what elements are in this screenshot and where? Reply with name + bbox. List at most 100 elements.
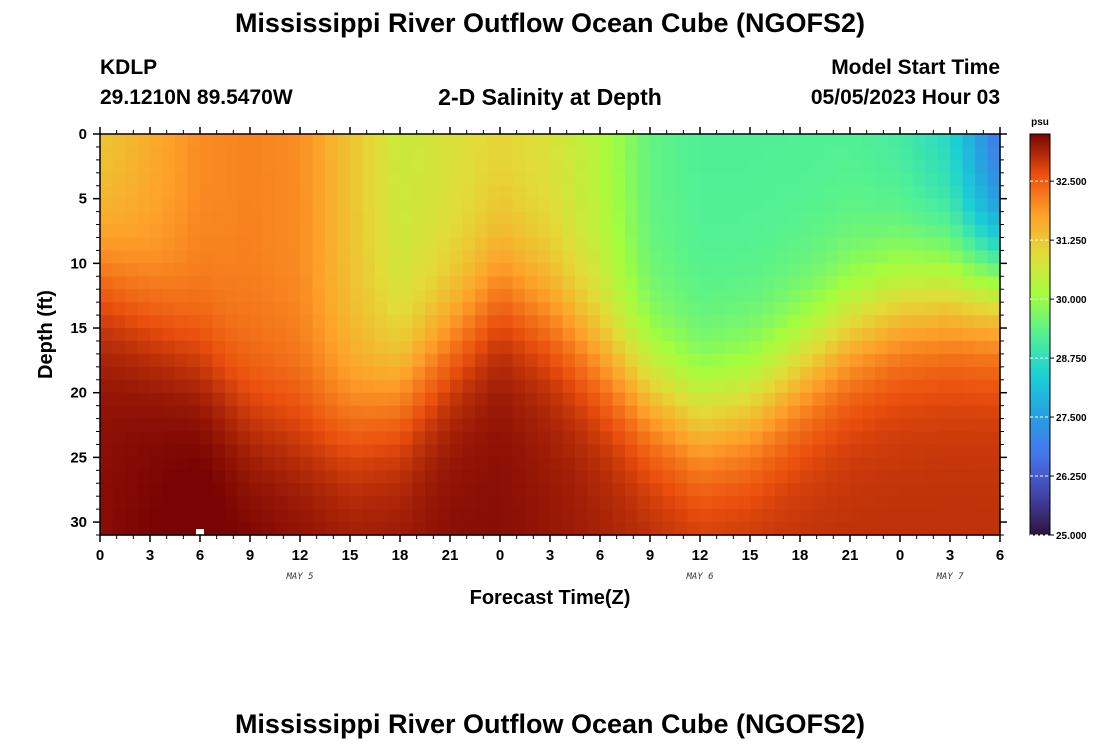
heatmap-cell bbox=[600, 211, 614, 226]
heatmap-cell bbox=[100, 379, 114, 394]
heatmap-cell bbox=[587, 522, 601, 536]
heatmap-cell bbox=[587, 509, 601, 523]
heatmap-cell bbox=[475, 237, 489, 252]
heatmap-cell bbox=[775, 224, 789, 239]
heatmap-cell bbox=[600, 224, 614, 239]
heatmap-cell bbox=[237, 172, 251, 187]
heatmap-cell bbox=[812, 276, 826, 290]
heatmap-cell bbox=[487, 185, 501, 200]
heatmap-cell bbox=[762, 250, 776, 264]
heatmap-cell bbox=[825, 366, 839, 381]
heatmap-cell bbox=[275, 146, 289, 161]
heatmap-cell bbox=[937, 172, 951, 187]
heatmap-cell bbox=[137, 457, 151, 471]
heatmap-cell bbox=[562, 366, 576, 381]
heatmap-cell bbox=[887, 496, 901, 510]
heatmap-cell bbox=[687, 250, 701, 264]
heatmap-cell bbox=[575, 496, 589, 510]
heatmap-cell bbox=[762, 198, 776, 213]
heatmap-cell bbox=[687, 159, 701, 174]
heatmap-cell bbox=[775, 522, 789, 536]
heatmap-cell bbox=[812, 496, 826, 510]
heatmap-cell bbox=[425, 444, 439, 458]
heatmap-cell bbox=[837, 250, 851, 264]
heatmap-cell bbox=[562, 353, 576, 368]
heatmap-cell bbox=[862, 496, 876, 510]
heatmap-cell bbox=[662, 172, 676, 187]
heatmap-cell bbox=[287, 392, 301, 407]
heatmap-cell bbox=[475, 328, 489, 342]
heatmap-cell bbox=[950, 509, 964, 523]
heatmap-cell bbox=[162, 470, 176, 484]
heatmap-cell bbox=[662, 379, 676, 394]
heatmap-cell bbox=[825, 509, 839, 523]
heatmap-cell bbox=[500, 134, 514, 148]
heatmap-cell bbox=[375, 431, 389, 446]
heatmap-cell bbox=[800, 198, 814, 213]
heatmap-cell bbox=[475, 211, 489, 226]
heatmap-cell bbox=[300, 392, 314, 407]
heatmap-cell bbox=[662, 431, 676, 446]
heatmap-cell bbox=[737, 418, 751, 433]
heatmap-cell bbox=[600, 198, 614, 213]
heatmap-cell bbox=[812, 134, 826, 148]
heatmap-cell bbox=[562, 211, 576, 226]
heatmap-cell bbox=[287, 224, 301, 239]
heatmap-cell bbox=[350, 224, 364, 239]
heatmap-cell bbox=[900, 483, 914, 497]
heatmap-cell bbox=[850, 379, 864, 394]
heatmap-cell bbox=[725, 159, 739, 174]
heatmap-cell bbox=[525, 237, 539, 252]
heatmap-cell bbox=[812, 185, 826, 200]
heatmap-cell bbox=[337, 289, 351, 303]
heatmap-cell bbox=[687, 496, 701, 510]
heatmap-cell bbox=[900, 263, 914, 277]
heatmap-cell bbox=[212, 496, 226, 510]
heatmap-cell bbox=[712, 379, 726, 394]
heatmap-cell bbox=[450, 185, 464, 200]
colorbar-tick-label: 26.250 bbox=[1056, 472, 1087, 483]
heatmap-cell bbox=[537, 172, 551, 187]
heatmap-cell bbox=[562, 315, 576, 329]
heatmap-cell bbox=[837, 496, 851, 510]
heatmap-cell bbox=[925, 263, 939, 277]
heatmap-cell bbox=[537, 444, 551, 458]
heatmap-cell bbox=[950, 134, 964, 148]
heatmap-cell bbox=[325, 522, 339, 536]
heatmap-cell bbox=[787, 392, 801, 407]
heatmap-cell bbox=[662, 211, 676, 226]
heatmap-cell bbox=[950, 353, 964, 368]
heatmap-cell bbox=[450, 276, 464, 290]
heatmap-cell bbox=[262, 457, 276, 471]
heatmap-cell bbox=[412, 276, 426, 290]
heatmap-cell bbox=[875, 134, 889, 148]
heatmap-cell bbox=[712, 328, 726, 342]
heatmap-cell bbox=[550, 366, 564, 381]
heatmap-cell bbox=[362, 276, 376, 290]
heatmap-cell bbox=[987, 134, 1001, 148]
x-tick-label: 0 bbox=[896, 547, 904, 564]
model-start-label: Model Start Time bbox=[831, 56, 1000, 79]
heatmap-cell bbox=[725, 392, 739, 407]
heatmap-cell bbox=[937, 134, 951, 148]
x-tick-label: 0 bbox=[96, 547, 104, 564]
heatmap-cell bbox=[200, 263, 214, 277]
heatmap-cell bbox=[750, 263, 764, 277]
heatmap-cell bbox=[187, 211, 201, 226]
heatmap-cell bbox=[575, 444, 589, 458]
heatmap-cell bbox=[537, 366, 551, 381]
heatmap-cell bbox=[437, 470, 451, 484]
heatmap-cell bbox=[137, 172, 151, 187]
heatmap-cell bbox=[187, 379, 201, 394]
heatmap-cell bbox=[262, 366, 276, 381]
heatmap-cell bbox=[275, 211, 289, 226]
heatmap-cell bbox=[587, 457, 601, 471]
heatmap-cell bbox=[987, 340, 1001, 355]
heatmap-cell bbox=[337, 379, 351, 394]
heatmap-cell bbox=[637, 302, 651, 316]
heatmap-cell bbox=[662, 444, 676, 458]
heatmap-cell bbox=[562, 250, 576, 264]
heatmap-cell bbox=[637, 224, 651, 239]
heatmap-cell bbox=[225, 522, 239, 536]
x-tick-label: 9 bbox=[646, 547, 654, 564]
